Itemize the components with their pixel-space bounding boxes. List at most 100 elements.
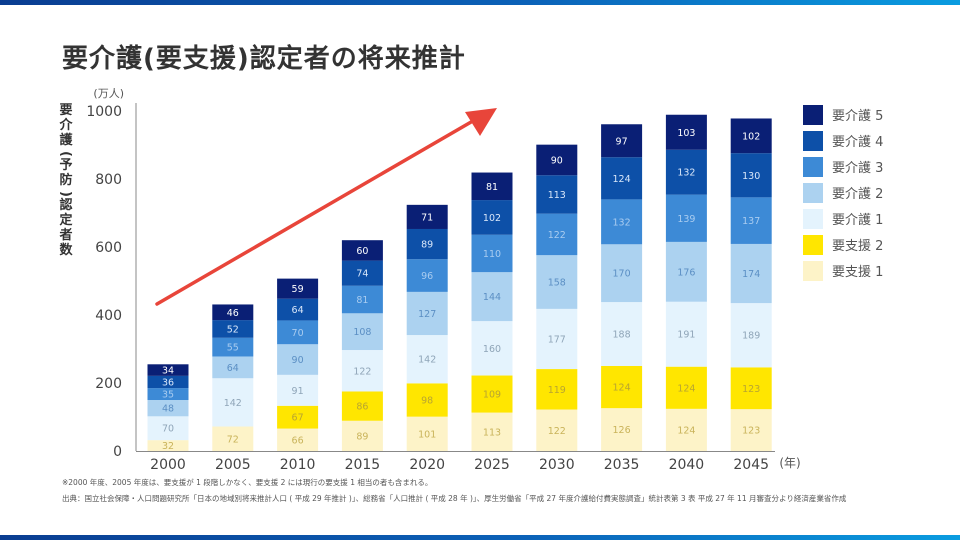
bar-segment [406, 416, 448, 451]
bar-segment [665, 366, 707, 409]
bar-segment [406, 335, 448, 384]
x-tick-label: 2005 [215, 457, 251, 473]
bar-segment [536, 144, 578, 176]
y-axis-label-char: 数 [59, 242, 73, 258]
bar-segment [277, 374, 319, 406]
bar-value-label: 124 [677, 425, 695, 436]
x-axis-label: (年) [779, 456, 800, 470]
bar-value-label: 130 [742, 171, 760, 182]
y-axis-label-char: 認 [59, 197, 72, 213]
bar-segment [277, 320, 319, 345]
legend-label: 要介護 5 [832, 108, 883, 124]
legend-swatch [803, 157, 823, 177]
y-tick-label: 200 [95, 376, 122, 392]
bar-value-label: 103 [677, 128, 695, 139]
y-tick-label: 1000 [86, 104, 122, 120]
bar-value-label: 132 [613, 217, 631, 228]
bar-value-label: 55 [227, 343, 239, 354]
bar-segment [665, 408, 707, 451]
bar-value-label: 127 [418, 309, 436, 320]
bar-segment [212, 356, 254, 379]
bar-value-label: 52 [227, 324, 239, 335]
legend-label: 要支援 1 [832, 265, 883, 280]
bar-segment [471, 172, 513, 201]
bar-value-label: 124 [613, 174, 631, 185]
bar-value-label: 132 [677, 168, 695, 179]
bar-segment [665, 301, 707, 367]
bar-value-label: 177 [548, 334, 566, 345]
bar-value-label: 70 [162, 424, 174, 435]
bar-value-label: 90 [551, 155, 563, 166]
y-axis-label-char: ) [58, 191, 73, 197]
bar-value-label: 126 [613, 425, 631, 436]
legend-swatch [803, 261, 823, 281]
bar-value-label: 142 [224, 398, 242, 409]
source-note: 出典：国立社会保障・人口問題研究所「日本の地域別将来推計人口 ( 平成 29 年… [62, 494, 847, 503]
page-title: 要介護(要支援)認定者の将来推計 [62, 44, 466, 74]
footnote: ※2000 年度、2005 年度は、要支援が 1 段階しかなく、要支援 2 には… [62, 478, 433, 487]
y-axis-label-char: 定 [58, 212, 72, 228]
bar-segment [147, 416, 189, 441]
bar-segment [212, 378, 254, 427]
bar-value-label: 109 [483, 390, 501, 401]
bar-segment [471, 272, 513, 322]
bar-value-label: 189 [742, 331, 760, 342]
x-tick-label: 2045 [733, 457, 769, 473]
bar-segment [730, 118, 772, 154]
bar-value-label: 59 [292, 284, 304, 295]
bar-segment [665, 241, 707, 302]
bar-segment [536, 255, 578, 309]
bar-segment [406, 204, 448, 229]
bar-segment [212, 304, 254, 321]
bar-segment [601, 408, 643, 451]
bar-segment [212, 320, 254, 338]
y-axis-label-char: 予 [59, 158, 72, 173]
bar-segment [601, 302, 643, 366]
top-accent-bar [0, 0, 960, 5]
bar-segment [601, 244, 643, 303]
bar-segment [147, 375, 189, 389]
bar-value-label: 174 [742, 269, 760, 280]
y-tick-label: 600 [95, 240, 122, 256]
bar-value-label: 102 [742, 131, 760, 142]
legend-label: 要介護 4 [832, 134, 883, 150]
bar-value-label: 102 [483, 213, 501, 224]
bar-value-label: 32 [162, 441, 174, 452]
bar-segment [212, 426, 254, 451]
bar-value-label: 144 [483, 292, 501, 303]
y-axis-label-char: 防 [59, 172, 72, 188]
legend-swatch [803, 235, 823, 255]
bar-segment [341, 240, 383, 261]
y-axis-label-char: 要 [59, 103, 72, 118]
bar-value-label: 71 [421, 212, 433, 223]
bar-segment [277, 344, 319, 375]
bar-value-label: 110 [483, 249, 501, 260]
bar-segment [536, 369, 578, 410]
bar-value-label: 34 [162, 366, 174, 377]
legend-swatch [803, 183, 823, 203]
bar-value-label: 90 [292, 355, 304, 366]
bar-segment [341, 391, 383, 421]
bar-value-label: 35 [162, 390, 174, 401]
bar-value-label: 101 [418, 429, 436, 440]
y-axis-label-char: 護 [59, 132, 73, 148]
legend-label: 要介護 1 [832, 212, 883, 228]
legend-swatch [803, 131, 823, 151]
legend-label: 要支援 2 [832, 239, 883, 254]
bar-segment [406, 228, 448, 260]
bar-value-label: 119 [548, 385, 566, 396]
bar-segment [277, 278, 319, 299]
bar-value-label: 91 [292, 386, 304, 397]
y-tick-label: 800 [95, 172, 122, 188]
y-axis-label-char: ( [58, 151, 73, 157]
bar-value-label: 123 [742, 384, 760, 395]
bar-segment [277, 298, 319, 321]
x-tick-label: 2040 [669, 457, 705, 473]
bar-segment [471, 375, 513, 413]
bar-value-label: 46 [227, 308, 239, 319]
bar-value-label: 64 [227, 363, 239, 374]
bar-value-label: 142 [418, 355, 436, 366]
bar-segment [536, 409, 578, 451]
bar-segment [406, 291, 448, 336]
bar-value-label: 67 [292, 413, 304, 424]
